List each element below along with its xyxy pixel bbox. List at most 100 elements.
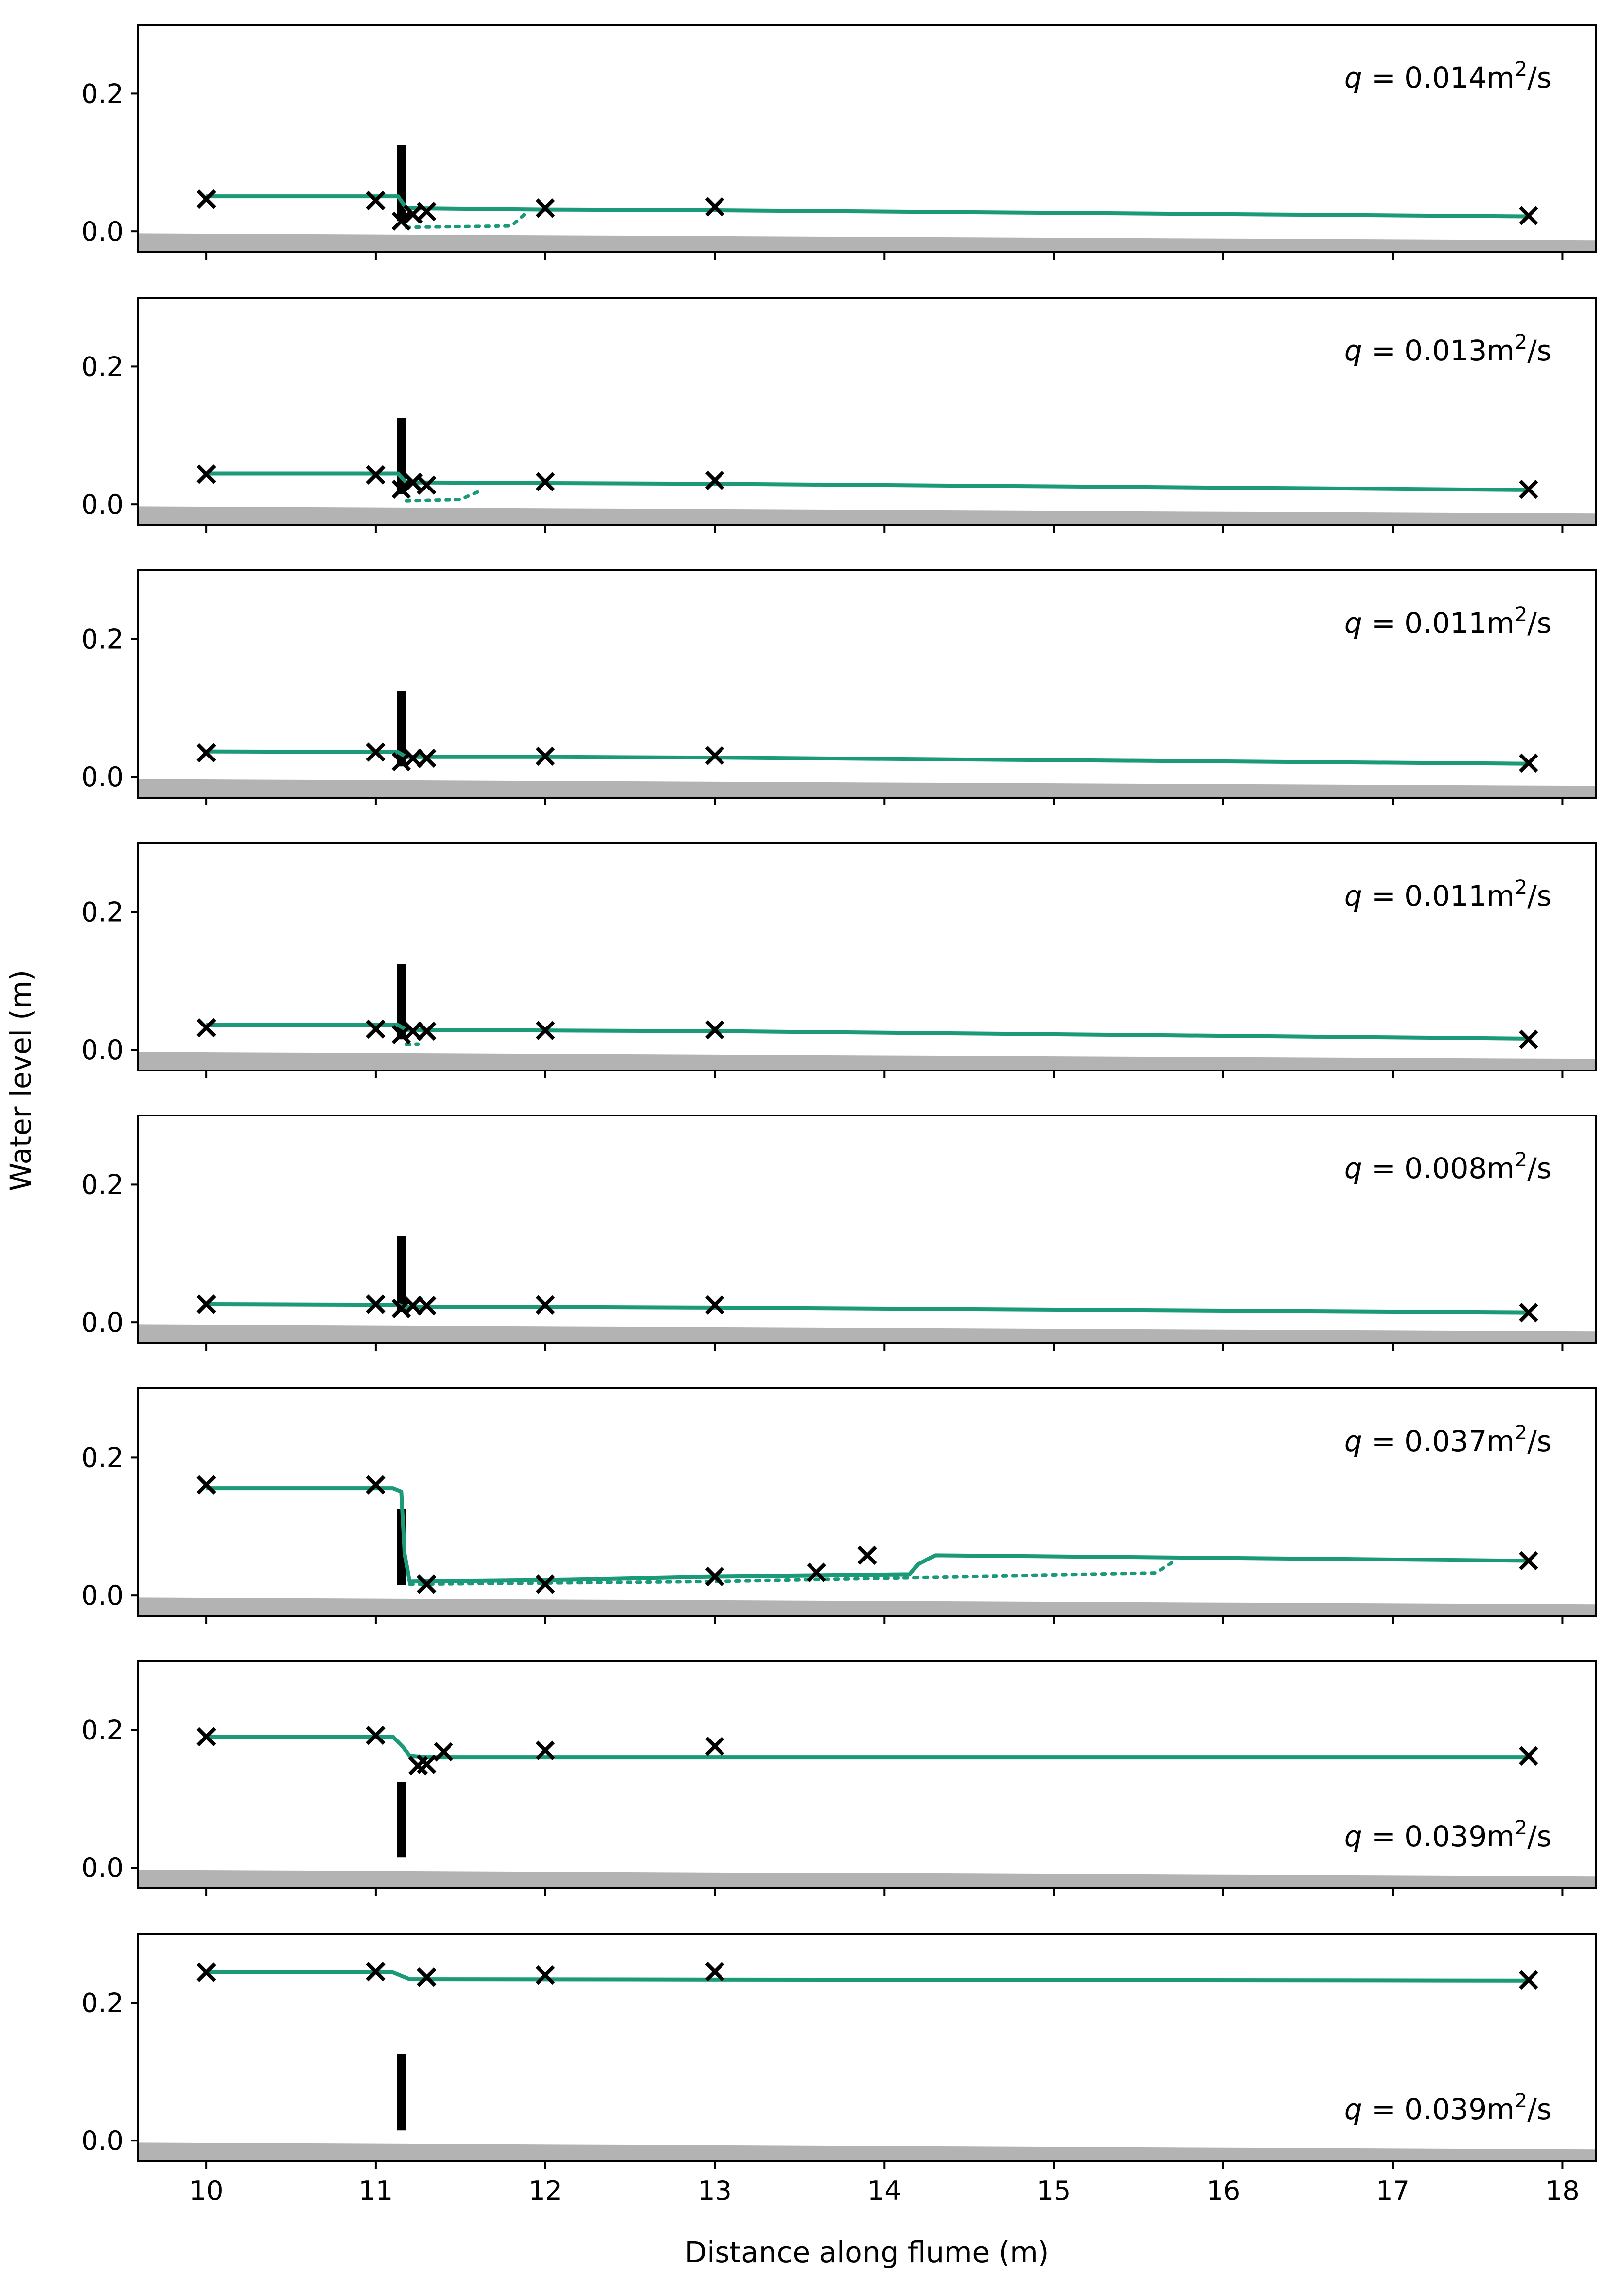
observation-point <box>391 479 411 499</box>
axes-frame <box>137 569 1597 799</box>
q-superscript: 2 <box>1515 2090 1527 2112</box>
panel-7: 0.0 0.2 q = 0.039m2/s <box>81 1660 1597 1896</box>
q-value: 0.011m <box>1404 606 1515 640</box>
observation-point <box>196 1475 216 1495</box>
q-value: 0.039m <box>1404 2093 1515 2126</box>
model-line <box>206 471 1529 492</box>
observation-point <box>196 189 216 209</box>
discharge-label: q = 0.011m2/s <box>1344 876 1552 913</box>
observation-point <box>1519 1029 1538 1049</box>
q-symbol: q <box>1344 1425 1362 1458</box>
q-symbol: q <box>1344 1820 1362 1853</box>
y-tick-label: 0.0 <box>81 1307 124 1338</box>
plot-area <box>138 1475 1596 1616</box>
observation-point <box>417 475 437 495</box>
q-unit: /s <box>1527 334 1552 367</box>
observation-point <box>196 1018 216 1038</box>
panel-4: 0.0 0.2 q = 0.011m2/s <box>81 842 1597 1078</box>
panel-8: 0.0 0.2 10 11 12 13 14 15 16 17 18 q = 0.039m2/s <box>81 1933 1597 2206</box>
q-superscript: 2 <box>1515 1422 1527 1444</box>
flume-bed <box>138 506 1596 525</box>
q-equals: = <box>1362 61 1404 94</box>
discharge-label: q = 0.014m2/s <box>1344 58 1552 94</box>
q-equals: = <box>1362 334 1404 367</box>
q-value: 0.011m <box>1404 879 1515 913</box>
observation-point <box>857 1545 877 1565</box>
q-unit: /s <box>1527 1820 1552 1853</box>
observation-point <box>1519 206 1538 225</box>
observation-point <box>391 752 411 772</box>
observation-point <box>366 1962 386 1982</box>
observation-point <box>196 743 216 763</box>
y-tick-label: 0.2 <box>81 351 124 382</box>
observation-point <box>417 1021 437 1041</box>
observation-point <box>536 198 555 218</box>
observation-point <box>705 197 725 217</box>
y-tick-label: 0.0 <box>81 761 124 793</box>
model-line <box>206 1735 1529 1760</box>
observation-point <box>366 465 386 485</box>
model-line <box>206 1023 1529 1041</box>
q-superscript: 2 <box>1515 876 1527 899</box>
flume-bed <box>138 1324 1596 1343</box>
x-tick-label: 18 <box>1545 2175 1579 2206</box>
observation-point <box>391 1025 411 1045</box>
q-equals: = <box>1362 606 1404 640</box>
x-tick-label: 10 <box>189 2175 224 2206</box>
q-equals: = <box>1362 1820 1404 1853</box>
q-unit: /s <box>1527 606 1552 640</box>
discharge-label: q = 0.011m2/s <box>1344 603 1552 640</box>
q-value: 0.014m <box>1404 61 1515 94</box>
x-tick-label: 16 <box>1207 2175 1241 2206</box>
observation-point <box>196 1294 216 1314</box>
observation-point <box>536 1740 555 1760</box>
model-line-dotted <box>405 209 530 229</box>
discharge-label: q = 0.037m2/s <box>1344 1422 1552 1458</box>
observation-point <box>417 1296 437 1316</box>
q-superscript: 2 <box>1515 1149 1527 1171</box>
panel-3: 0.0 0.2 q = 0.011m2/s <box>81 569 1597 805</box>
observation-point <box>536 472 555 491</box>
flume-bed <box>138 779 1596 798</box>
model-line-dotted <box>407 1560 1174 1586</box>
observation-point <box>1519 1303 1538 1323</box>
observation-point <box>417 1967 437 1987</box>
model-line <box>206 1302 1529 1315</box>
x-axis-title: Distance along flume (m) <box>685 2235 1049 2269</box>
model-line <box>206 1970 1529 1983</box>
discharge-label: q = 0.013m2/s <box>1344 331 1552 367</box>
axes-frame <box>137 297 1597 526</box>
x-tick-label: 14 <box>867 2175 902 2206</box>
q-unit: /s <box>1527 2093 1552 2126</box>
panel-1: 0.0 0.2 q = 0.014m2/s <box>81 24 1597 260</box>
observation-point <box>807 1562 826 1582</box>
q-symbol: q <box>1344 1152 1362 1185</box>
axes-frame <box>137 1933 1597 2162</box>
flume-bed <box>138 2142 1596 2161</box>
flume-bed <box>138 1052 1596 1070</box>
y-tick-label: 0.2 <box>81 1169 124 1200</box>
y-tick-label: 0.2 <box>81 78 124 109</box>
observation-point <box>705 1962 725 1982</box>
plot-area <box>138 690 1596 798</box>
observation-point <box>417 1754 437 1774</box>
q-superscript: 2 <box>1515 603 1527 626</box>
observation-point <box>536 1574 555 1594</box>
observation-point <box>366 1019 386 1039</box>
flume-bed <box>138 1870 1596 1888</box>
q-symbol: q <box>1344 879 1362 913</box>
q-equals: = <box>1362 1152 1404 1185</box>
observation-point <box>1519 1970 1538 1990</box>
observation-point <box>391 211 411 231</box>
x-tick-label: 15 <box>1037 2175 1071 2206</box>
y-tick-label: 0.2 <box>81 624 124 655</box>
observation-point <box>1519 1746 1538 1766</box>
axes-frame <box>137 1660 1597 1889</box>
x-tick-label: 12 <box>528 2175 562 2206</box>
y-tick-label: 0.0 <box>81 216 124 247</box>
q-superscript: 2 <box>1515 1817 1527 1839</box>
observation-point <box>196 464 216 484</box>
y-tick-label: 0.0 <box>81 489 124 520</box>
observation-point <box>705 1737 725 1756</box>
